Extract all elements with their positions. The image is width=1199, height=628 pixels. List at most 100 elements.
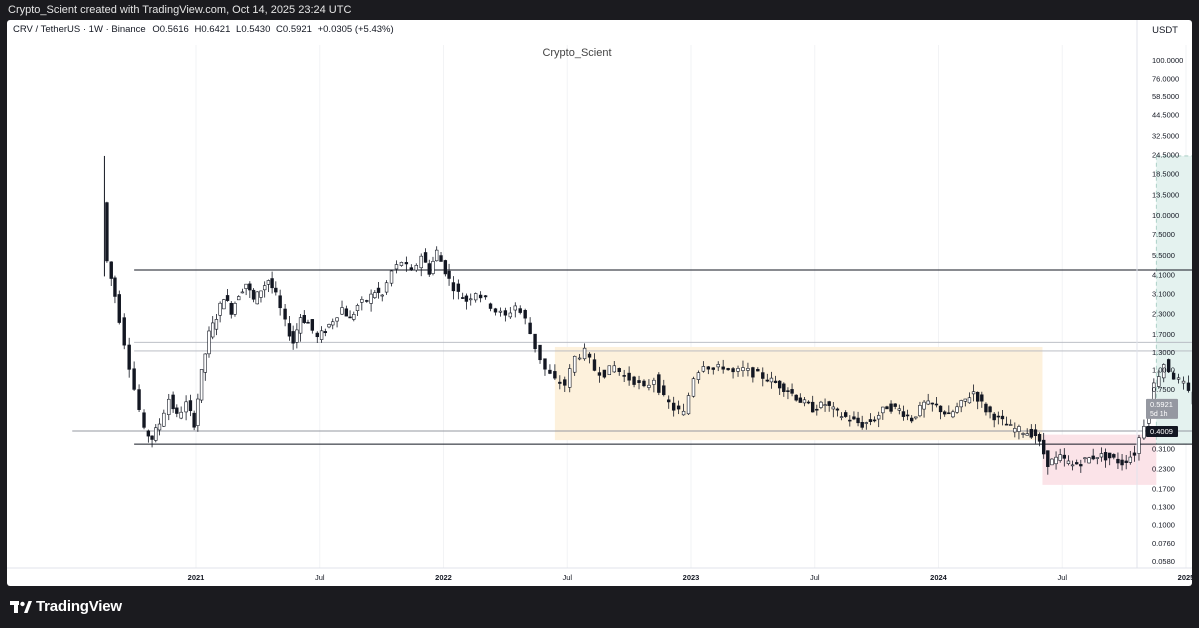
candle-body — [225, 295, 230, 301]
current-price-value: 0.5921 — [1150, 400, 1173, 409]
time-tick-label: Jul — [810, 573, 820, 582]
price-tick-label: 13.5000 — [1152, 191, 1179, 200]
candle-body — [456, 283, 461, 292]
tradingview-logo[interactable]: TradingView — [10, 598, 122, 615]
candle-body — [782, 383, 786, 392]
time-tick-label: Jul — [562, 573, 572, 582]
candle-body — [802, 399, 807, 404]
candle-body — [988, 406, 992, 413]
candle-body — [971, 391, 976, 395]
candle-body — [335, 317, 339, 322]
candle-body — [518, 308, 522, 313]
candle-body — [686, 395, 691, 415]
candle-body — [262, 285, 267, 291]
candle-body — [295, 329, 299, 343]
candle-body — [637, 380, 641, 383]
candle-body — [652, 379, 656, 385]
chart-frame[interactable]: 00.7860.6181100.000076.000058.500044.500… — [7, 20, 1192, 586]
candle-body — [893, 403, 897, 407]
price-tick-label: 4.1000 — [1152, 271, 1175, 280]
candle-body — [1112, 454, 1116, 458]
candle-body — [592, 359, 597, 371]
price-chart[interactable]: 00.7860.6181100.000076.000058.500044.500… — [7, 20, 1192, 586]
candle-body — [934, 403, 939, 406]
support-price-value: 0.4009 — [1150, 427, 1173, 436]
candle-body — [617, 368, 621, 372]
candle-body — [498, 310, 503, 313]
candle-body — [298, 317, 303, 334]
candle-body — [150, 435, 154, 440]
candle-body — [528, 322, 532, 335]
candle-body — [777, 380, 782, 389]
candle-body — [240, 291, 245, 294]
candle-body — [992, 413, 996, 421]
candle-body — [612, 365, 616, 373]
candle-body — [548, 369, 552, 374]
candle-body — [1171, 372, 1176, 380]
candle-body — [127, 344, 131, 370]
change-value: +0.0305 (+5.43%) — [317, 24, 394, 35]
candle-body — [839, 416, 844, 418]
candle-body — [369, 293, 373, 304]
currency-label[interactable]: USDT — [1152, 25, 1178, 36]
candle-body — [568, 368, 572, 388]
candle-body — [478, 294, 483, 299]
time-tick-label: 2023 — [683, 573, 700, 582]
price-tick-label: 18.5000 — [1152, 169, 1179, 178]
candle-body — [1103, 452, 1108, 461]
candle-body — [380, 294, 384, 297]
candle-body — [1087, 457, 1091, 464]
candle-body — [563, 379, 567, 386]
candle-body — [856, 417, 860, 424]
candle-body — [132, 368, 136, 390]
candle-body — [323, 331, 328, 334]
candle-body — [741, 367, 745, 372]
candle-body — [1058, 454, 1062, 461]
candle-body — [157, 423, 162, 431]
candle-body — [218, 302, 222, 316]
candle-body — [1176, 377, 1181, 380]
candle-countdown: 5d 1h — [1150, 411, 1168, 418]
price-tick-label: 0.2300 — [1152, 464, 1175, 473]
candle-body — [622, 375, 626, 377]
candle-body — [376, 287, 381, 293]
candle-body — [553, 371, 557, 379]
candle-body — [1033, 429, 1038, 437]
candle-body — [105, 202, 109, 262]
candle-body — [310, 319, 315, 331]
candle-body — [558, 381, 562, 384]
candle-body — [815, 408, 819, 411]
candle-body — [1186, 382, 1191, 391]
candle-body — [283, 308, 287, 320]
close-label: C — [276, 24, 283, 35]
candle-body — [967, 397, 972, 404]
candle-body — [955, 406, 959, 413]
candle-body — [1000, 415, 1005, 420]
candle-body — [229, 302, 233, 315]
candle-body — [451, 282, 456, 292]
candle-body — [1091, 455, 1095, 460]
candle-body — [460, 297, 465, 299]
candle-body — [248, 283, 252, 291]
symbol-name[interactable]: CRV / TetherUS · 1W · Binance — [13, 24, 146, 35]
candle-body — [790, 389, 794, 394]
candle-body — [1120, 459, 1124, 466]
price-tick-label: 0.1700 — [1152, 485, 1175, 494]
candle-body — [901, 411, 906, 417]
candle-body — [914, 416, 918, 419]
price-tick-label: 3.1000 — [1152, 290, 1175, 299]
candle-body — [154, 427, 158, 441]
candle-body — [827, 401, 831, 406]
price-tick-label: 5.5000 — [1152, 251, 1175, 260]
candle-body — [860, 421, 864, 428]
candle-body — [1046, 450, 1050, 467]
candle-body — [587, 353, 592, 358]
price-tick-label: 76.0000 — [1152, 74, 1179, 83]
close-value: 0.5921 — [282, 24, 312, 35]
low-value: 0.5430 — [241, 24, 271, 35]
candle-body — [746, 368, 750, 371]
candle-body — [543, 358, 547, 370]
price-tick-label: 24.5000 — [1152, 151, 1179, 160]
candle-body — [773, 380, 778, 383]
candle-body — [538, 344, 542, 361]
